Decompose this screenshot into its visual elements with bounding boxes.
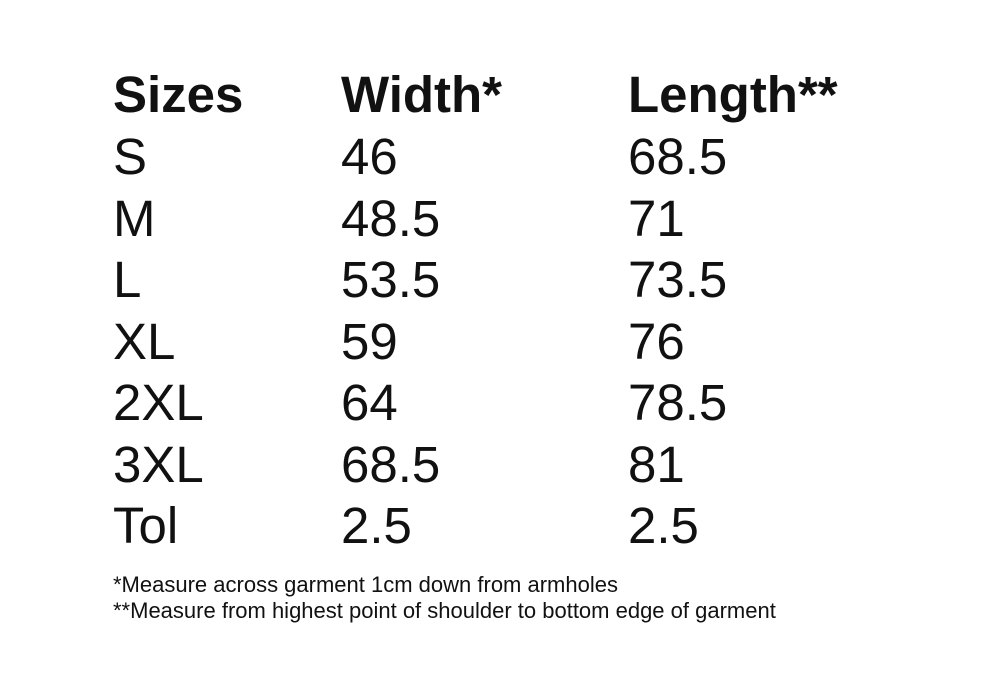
size-label: L [113, 251, 142, 308]
measurement: 46 [341, 128, 398, 185]
size-label: 3XL [113, 435, 204, 493]
measurement: 78.5 [628, 374, 728, 431]
measurement: 64 [341, 374, 398, 431]
measurement: 68.5 [628, 128, 728, 185]
column-header: Width* [341, 66, 502, 123]
note: *Measure across garment 1cm down from ar… [113, 572, 618, 597]
measurement: 2.5 [341, 497, 412, 554]
measurement: 2.5 [628, 497, 699, 554]
column-header: Sizes [113, 66, 244, 123]
size-label: 2XL [113, 374, 204, 431]
size-label: S [113, 128, 148, 185]
measurement: 73.5 [628, 251, 728, 308]
size-label: M [113, 189, 156, 247]
column-header: Length** [628, 66, 838, 123]
measurement: 71 [628, 189, 685, 247]
note: **Measure from highest point of shoulder… [113, 598, 776, 623]
measurement: 81 [628, 435, 685, 493]
measurement: 53.5 [341, 251, 441, 308]
size-label: Tol [113, 497, 179, 554]
measurement: 76 [628, 312, 685, 370]
measurement: 59 [341, 312, 398, 370]
measurement: 68.5 [341, 435, 441, 493]
measurement: 48.5 [341, 189, 441, 247]
size-label: XL [113, 312, 176, 370]
